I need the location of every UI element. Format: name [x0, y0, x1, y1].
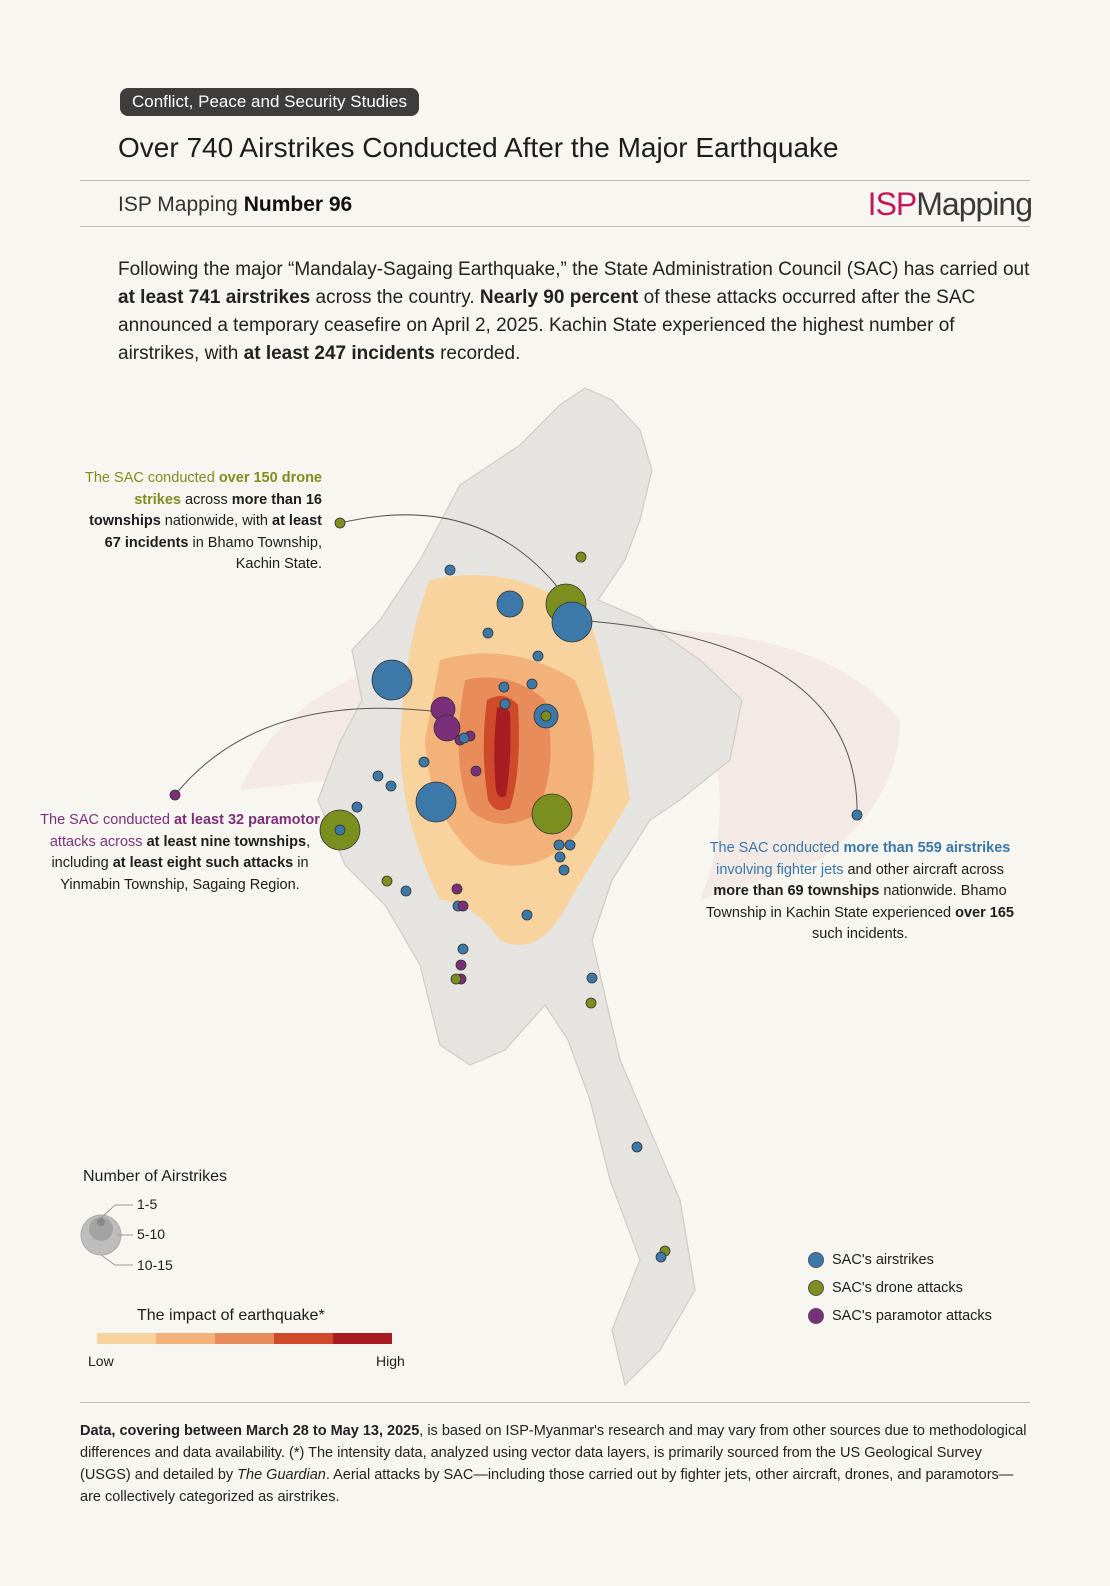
airstrike-marker: [385, 780, 397, 792]
airstrike-marker: [334, 824, 346, 836]
callout-lines: [174, 514, 858, 816]
page-title: Over 740 Airstrikes Conducted After the …: [118, 132, 839, 163]
airstrike-marker: [526, 678, 538, 690]
airstrike-marker: [400, 885, 412, 897]
airstrike-marker: [498, 681, 510, 693]
impact-swatch: [156, 1333, 215, 1344]
airstrike-marker: [554, 851, 566, 863]
airstrike-marker: [551, 601, 593, 643]
drone-marker: [450, 973, 462, 985]
airstrike-marker: [586, 972, 598, 984]
airstrike-marker: [415, 781, 457, 823]
airstrike-marker: [521, 909, 533, 921]
size-legend-circles: [80, 1204, 133, 1266]
legend-drone: SAC's drone attacks: [808, 1280, 963, 1296]
airstrike-marker: [655, 1251, 667, 1263]
series-prefix: ISP Mapping: [118, 193, 238, 216]
footer-note: Data, covering between March 28 to May 1…: [80, 1423, 1027, 1505]
paramotor-marker: [457, 900, 469, 912]
airstrike-marker: [371, 659, 413, 701]
airstrike-marker: [351, 801, 363, 813]
drone-marker: [531, 793, 573, 835]
airstrike-marker: [458, 732, 470, 744]
attack-markers: [169, 517, 863, 1263]
size-label: 1-5: [137, 1196, 158, 1212]
airstrike-dot-icon: [808, 1252, 824, 1268]
paramotor-annotation: The SAC conducted at least 32 paramotor …: [40, 812, 320, 893]
drone-marker: [575, 551, 587, 563]
drone-marker: [540, 710, 552, 722]
divider: [80, 226, 1030, 227]
airstrike-marker: [564, 839, 576, 851]
drone-marker: [381, 875, 393, 887]
drone-annotation: The SAC conducted over 150 drone strikes…: [85, 470, 322, 572]
logo-mapping: Mapping: [916, 186, 1033, 222]
paramotor-marker: [451, 883, 463, 895]
airstrike-marker: [532, 650, 544, 662]
divider: [80, 1402, 1030, 1403]
size-legend-title: Number of Airstrikes: [83, 1168, 228, 1185]
airstrike-marker: [444, 564, 456, 576]
size-label: 5-10: [137, 1226, 166, 1242]
paramotor-marker: [455, 959, 467, 971]
impact-swatch: [333, 1333, 392, 1344]
impact-swatch: [274, 1333, 333, 1344]
series-number: Number 96: [243, 193, 353, 216]
drone-dot-icon: [808, 1280, 824, 1296]
airstrike-marker: [418, 756, 430, 768]
isp-mapping-logo: ISPMapping: [867, 186, 1033, 223]
impact-high-label: High: [376, 1353, 405, 1369]
airstrike-marker: [631, 1141, 643, 1153]
airstrike-marker: [372, 770, 384, 782]
airstrike-marker: [482, 627, 494, 639]
airstrike-marker: [499, 698, 511, 710]
impact-swatch: [215, 1333, 274, 1344]
paramotor-dot-icon: [808, 1308, 824, 1324]
drone-marker: [334, 517, 346, 529]
impact-low-label: Low: [88, 1353, 114, 1369]
airstrike-marker: [558, 864, 570, 876]
drone-marker: [585, 997, 597, 1009]
paramotor-marker: [470, 765, 482, 777]
intro-text: Following the major “Mandalay-Sagaing Ea…: [118, 259, 1030, 364]
impact-color-scale: [97, 1333, 392, 1344]
legend-paramotor: SAC's paramotor attacks: [808, 1308, 992, 1324]
divider: [80, 180, 1030, 181]
impact-swatch: [97, 1333, 156, 1344]
series-label: ISP Mapping Number 96: [118, 193, 352, 217]
logo-isp: ISP: [867, 186, 918, 222]
airstrike-marker: [457, 943, 469, 955]
category-badge: Conflict, Peace and Security Studies: [120, 88, 419, 116]
legend-airstrikes: SAC's airstrikes: [808, 1252, 934, 1268]
impact-legend-title: The impact of earthquake*: [137, 1307, 325, 1324]
airstrike-marker: [496, 590, 524, 618]
airstrike-annotation: The SAC conducted more than 559 airstrik…: [706, 840, 1014, 942]
paramotor-marker: [169, 789, 181, 801]
size-label: 10-15: [137, 1257, 173, 1273]
paramotor-marker: [433, 714, 461, 742]
airstrike-marker: [553, 839, 565, 851]
airstrike-marker: [851, 809, 863, 821]
